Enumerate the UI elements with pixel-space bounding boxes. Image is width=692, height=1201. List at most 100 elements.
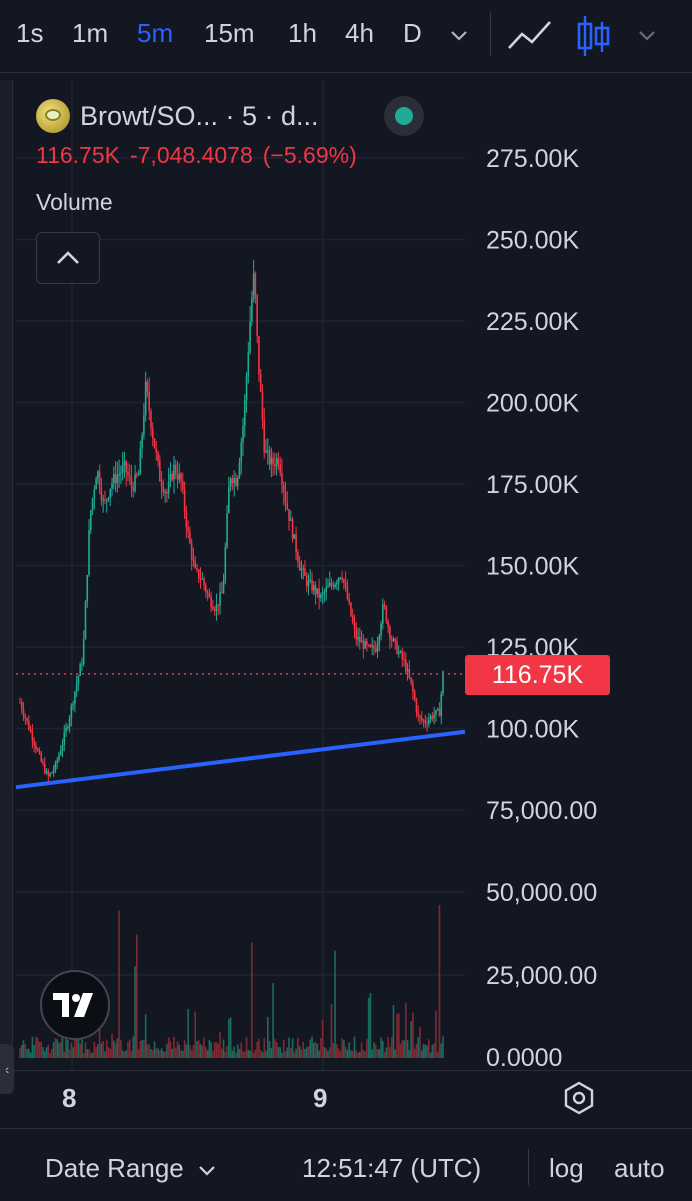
candle-body	[382, 604, 384, 624]
timeframe-1h[interactable]: 1h	[288, 18, 317, 48]
price-change: -7,048.4078	[129, 142, 253, 168]
chevron-down-icon[interactable]	[448, 24, 470, 51]
auto-scale-toggle[interactable]: auto	[614, 1153, 665, 1183]
volume-bar	[127, 1041, 129, 1058]
timeframe-d[interactable]: D	[403, 18, 422, 48]
timeframe-1s[interactable]: 1s	[16, 18, 44, 48]
date-range-label: Date Range	[45, 1153, 184, 1183]
volume-bar	[291, 1038, 294, 1058]
volume-bar	[97, 1044, 99, 1058]
price-chart[interactable]: 275.00K 250.00K 225.00K 200.00K 175.00K 150.0…	[0, 0, 692, 1070]
timeframe-4h[interactable]: 4h	[345, 18, 374, 48]
trendline	[15, 729, 466, 790]
line-chart-icon[interactable]	[506, 14, 554, 63]
candle-body	[169, 473, 172, 482]
volume-bar	[316, 1043, 319, 1058]
market-status[interactable]	[384, 96, 424, 136]
date-range-button[interactable]: Date Range	[45, 1153, 217, 1184]
candle-body	[116, 474, 119, 483]
volume-bar	[336, 1044, 338, 1058]
candle-body	[182, 481, 184, 490]
timeframe-1m[interactable]: 1m	[72, 18, 109, 48]
candle-body	[120, 472, 122, 474]
volume-bar	[229, 1017, 232, 1058]
candle-body	[212, 607, 214, 610]
candle-body	[247, 352, 250, 377]
timeframe-15m[interactable]: 15m	[204, 18, 255, 48]
volume-bar	[392, 1005, 395, 1058]
volume-bar	[369, 993, 372, 1058]
volume-bar	[387, 1037, 389, 1058]
candle-body	[387, 621, 389, 627]
candle-body	[431, 716, 434, 719]
volume-bar	[295, 1048, 297, 1058]
volume-bar	[337, 1048, 340, 1058]
candle-body	[196, 568, 198, 570]
volume-bar	[312, 1042, 315, 1058]
volume-bar	[66, 1039, 69, 1058]
volume-bar	[31, 1037, 34, 1058]
volume-bar	[410, 1021, 412, 1058]
candle-body	[86, 575, 89, 602]
volume-bar	[328, 1047, 331, 1058]
candle-body	[435, 710, 437, 715]
volume-bar	[429, 1052, 432, 1058]
candle-body	[429, 716, 432, 720]
volume-bar	[348, 1042, 350, 1058]
volume-bar	[120, 1039, 122, 1058]
candle-body	[422, 720, 425, 722]
settings-icon[interactable]	[560, 1079, 598, 1122]
candle-body	[81, 664, 83, 666]
candle-body	[228, 486, 230, 514]
rail-toggle-button[interactable]: ‹	[0, 1044, 14, 1094]
volume-bar	[270, 1048, 273, 1058]
volume-bar	[167, 1037, 170, 1058]
candle-body	[219, 592, 221, 606]
volume-bar	[162, 1051, 165, 1058]
volume-bar	[254, 1049, 257, 1058]
candle-body	[320, 594, 322, 599]
volume-bar	[424, 1044, 427, 1058]
volume-bar	[98, 1023, 101, 1058]
time-label-9: 9	[313, 1083, 328, 1113]
volume-bar	[100, 1043, 103, 1058]
volume-bar	[107, 1047, 110, 1058]
candle-body	[389, 626, 391, 640]
volume-bar	[286, 1047, 289, 1058]
volume-indicator-label[interactable]: Volume	[36, 189, 113, 215]
tradingview-logo[interactable]	[40, 970, 110, 1040]
time-axis[interactable]: 8 9	[0, 1070, 692, 1129]
candle-body	[350, 602, 352, 616]
candle-body	[412, 682, 414, 692]
candle-body	[275, 458, 278, 467]
volume-bar	[385, 1047, 388, 1058]
candle-body	[302, 568, 304, 570]
candle-body	[174, 464, 177, 475]
candle-body	[24, 715, 27, 719]
log-scale-toggle[interactable]: log	[549, 1153, 584, 1183]
candle-body	[58, 755, 60, 761]
candlestick-icon[interactable]	[574, 12, 614, 65]
chevron-down-icon[interactable]	[636, 24, 658, 51]
collapse-legend-button[interactable]	[36, 232, 100, 284]
volume-bar	[436, 1051, 439, 1058]
candle-body	[272, 457, 274, 465]
candle-body	[162, 486, 165, 493]
candle-body	[35, 744, 37, 750]
volume-bar	[82, 1052, 85, 1058]
symbol-row[interactable]: Browt/SO... · 5 · d...	[36, 96, 424, 136]
chevron-up-icon	[57, 251, 79, 264]
volume-bar	[305, 1047, 308, 1058]
utc-clock[interactable]: 12:51:47 (UTC)	[302, 1153, 482, 1183]
volume-bar	[155, 1048, 158, 1058]
volume-bar	[268, 1040, 271, 1058]
volume-bar	[213, 1042, 216, 1058]
volume-bar	[192, 1044, 195, 1058]
candle-body	[74, 691, 76, 704]
candle-body	[45, 771, 48, 773]
candle-body	[22, 709, 25, 716]
timeframe-5m[interactable]: 5m	[137, 18, 174, 48]
volume-bar	[45, 1047, 48, 1058]
candle-body	[97, 471, 99, 479]
volume-bar	[320, 1037, 322, 1058]
